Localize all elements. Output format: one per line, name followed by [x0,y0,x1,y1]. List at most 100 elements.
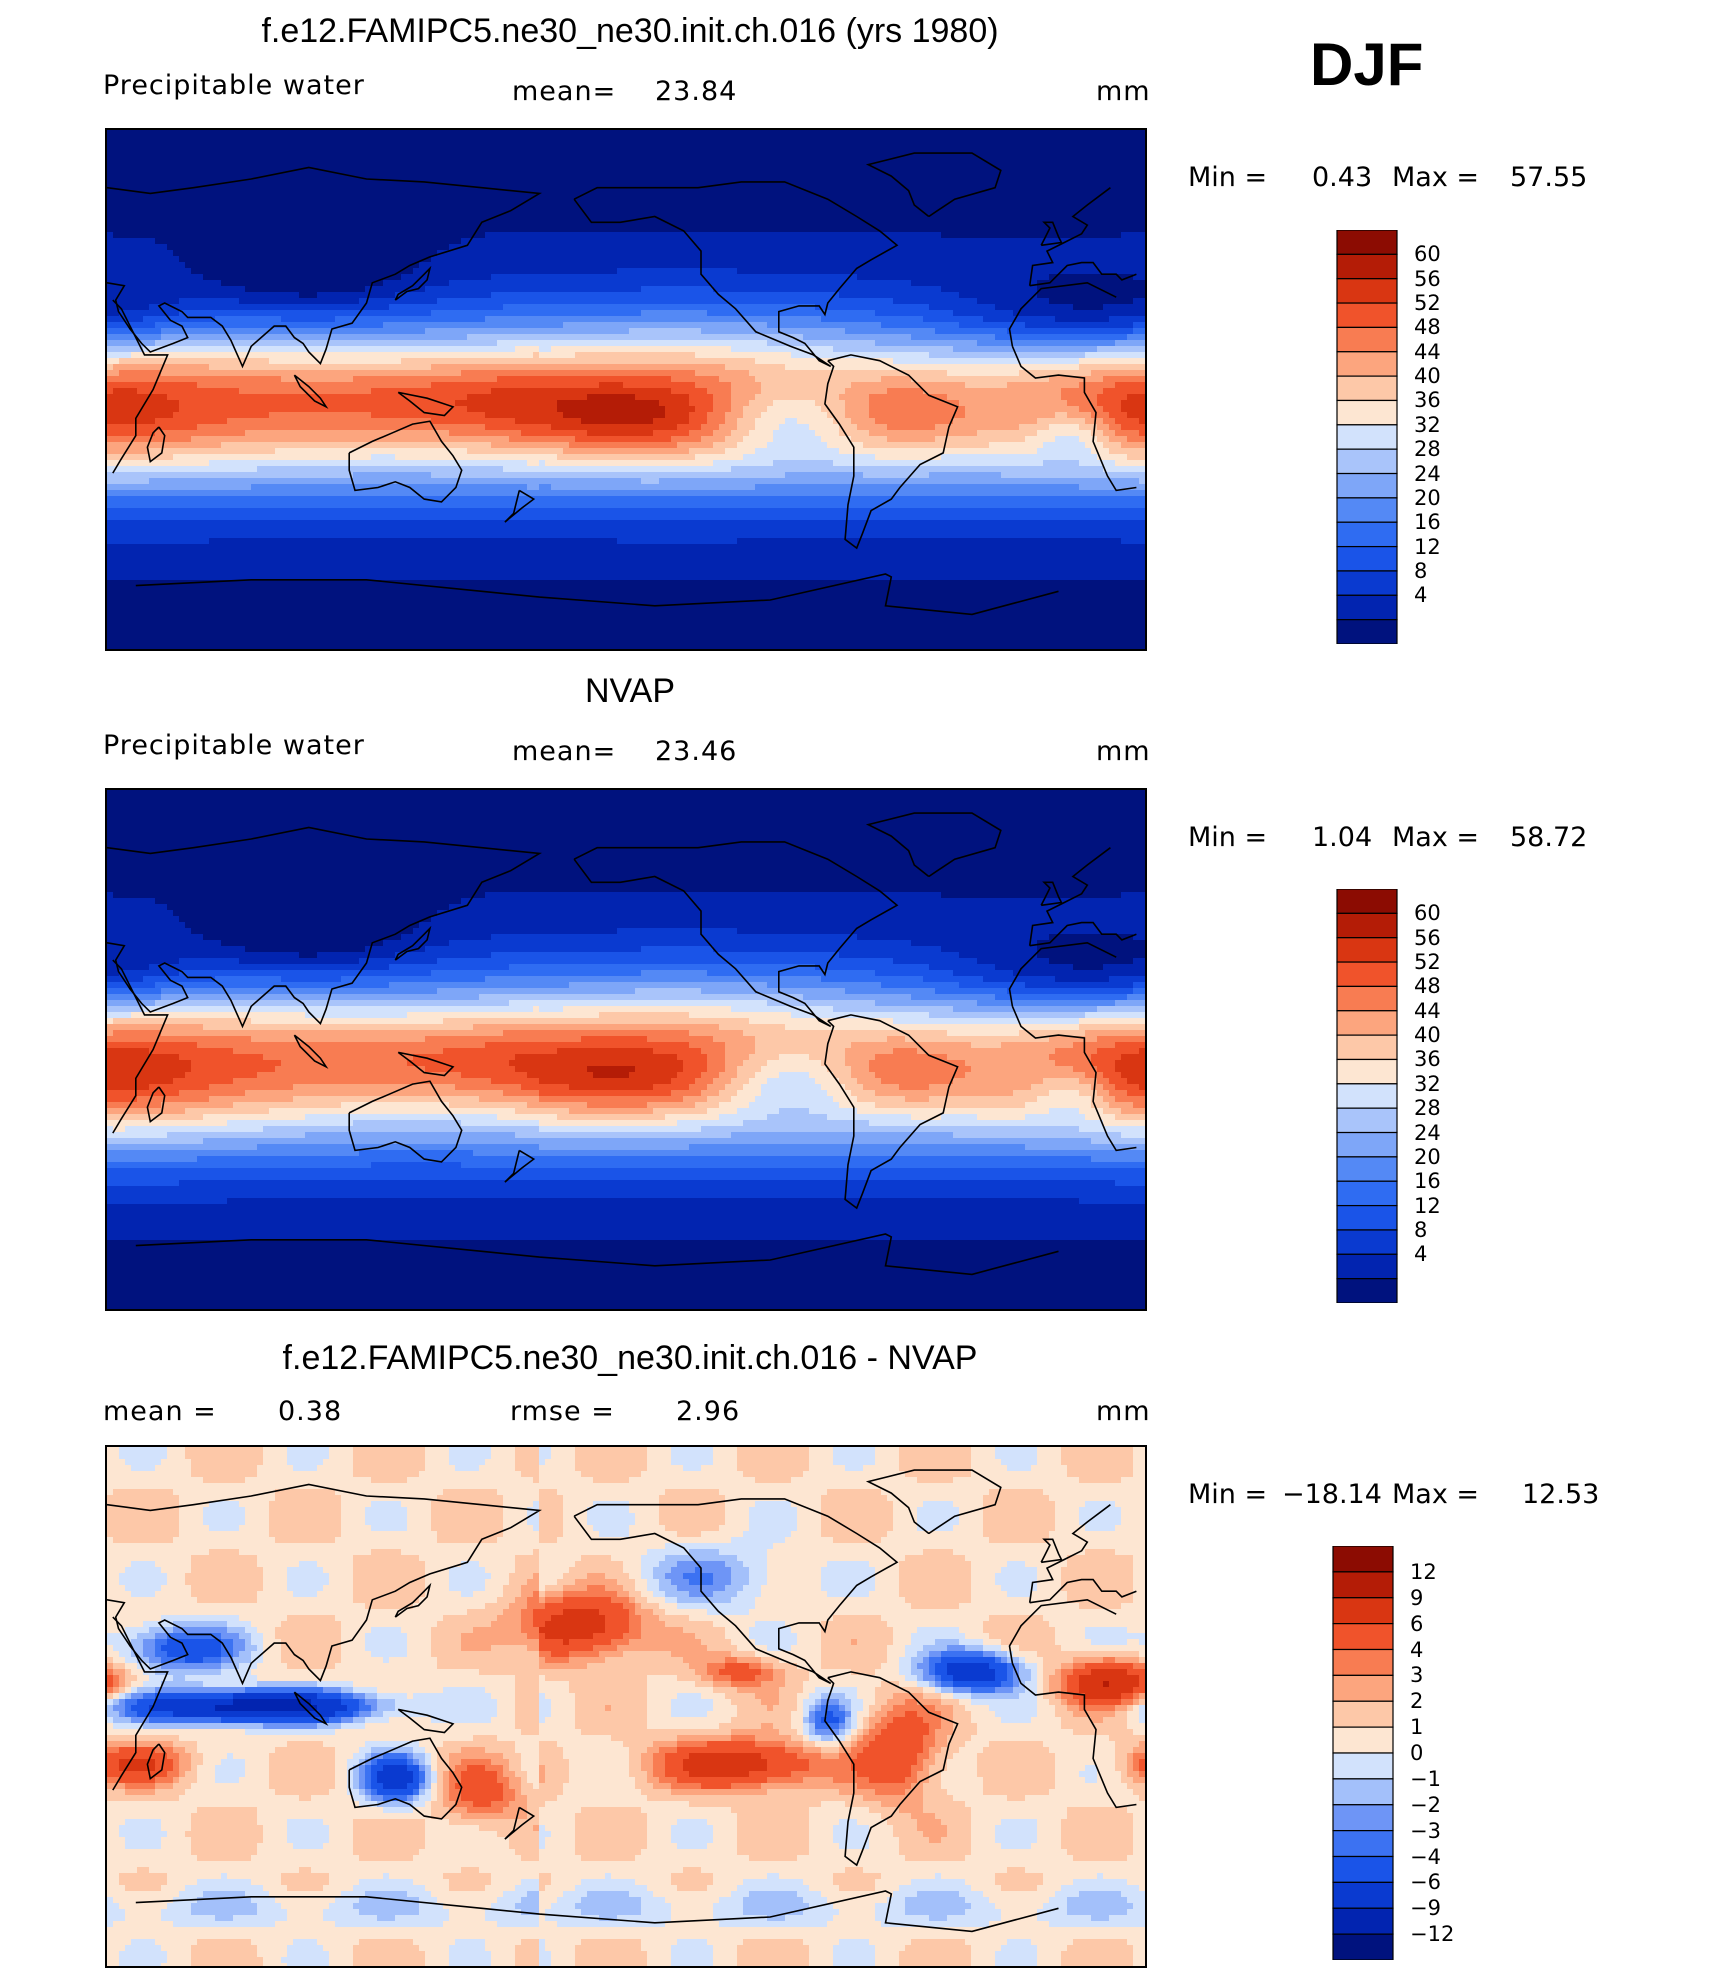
contour-cell [821,1699,840,1706]
contour-cell [1049,1036,1098,1043]
contour-cell [887,1897,906,1904]
contour-cell [365,1507,408,1514]
contour-cell [659,1495,726,1502]
contour-cell [719,1549,768,1556]
contour-cell [767,322,882,329]
contour-cell [341,1525,372,1532]
contour-cell [107,376,282,383]
contour-cell [569,1108,654,1115]
contour-cell [545,1915,600,1922]
contour-cell [803,1723,810,1730]
contour-cell [113,388,138,395]
contour-cell [107,1000,156,1007]
colorbar-swatch [1332,1571,1394,1599]
contour-cell [515,1066,588,1073]
contour-cell [1073,1066,1098,1073]
contour-cell [653,1573,666,1580]
contour-cell [887,1651,906,1658]
contour-cell [983,1513,1056,1520]
contour-cell [467,334,804,341]
contour-cell [785,1675,810,1682]
contour-cell [353,1465,426,1472]
contour-cell [731,406,744,413]
contour-cell [977,1723,1062,1730]
contour-cell [785,1024,1080,1031]
contour-cell [485,1945,516,1952]
contour-cell [179,1795,300,1802]
contour-cell [317,1681,354,1688]
contour-cell [539,1501,564,1508]
contour-cell [911,1639,936,1646]
contour-cell [995,304,1074,311]
contour-cell [1067,1807,1128,1814]
contour-cell [1049,1621,1145,1628]
contour-cell [377,1801,414,1808]
contour-cell [1103,1072,1122,1079]
contour-cell [635,1603,642,1610]
contour-cell [563,1531,600,1538]
contour-cell [245,1477,372,1484]
contour-cell [731,1891,750,1898]
contour-cell [113,1705,126,1712]
contour-cell [647,1777,660,1784]
contour-cell [959,400,1068,407]
contour-cell [605,1615,630,1622]
contour-cell [539,1675,546,1682]
contour-cell [1055,1705,1068,1712]
contour-cell [641,1603,660,1610]
contour-cell [677,1597,732,1604]
contour-cell [809,1447,834,1454]
contour-cell [857,424,888,431]
contour-cell [125,1909,162,1916]
contour-cell [575,1447,648,1454]
contour-cell [1061,1585,1134,1592]
contour-cell [551,1711,576,1718]
contour-cell [107,1621,144,1628]
contour-cell [671,1447,714,1454]
contour-cell [773,436,822,443]
contour-cell [257,1843,294,1850]
panel3-mean-label: mean = [103,1396,217,1427]
contour-cell [671,1945,714,1952]
contour-cell [881,1717,894,1724]
contour-cell [365,286,426,293]
contour-cell [419,1741,444,1748]
contour-cell [935,1753,954,1760]
contour-cell [575,1819,648,1826]
contour-cell [473,1024,720,1031]
contour-cell [845,400,870,407]
contour-cell [107,1453,120,1460]
contour-cell [971,1579,996,1586]
contour-cell [671,1825,714,1832]
contour-cell [761,1723,774,1730]
contour-cell [491,1801,510,1808]
contour-cell [107,1651,120,1658]
contour-cell [911,334,996,341]
contour-cell [875,1957,900,1964]
contour-cell [887,1723,930,1730]
contour-cell [557,406,666,413]
contour-cell [167,904,450,911]
contour-cell [1061,388,1104,395]
contour-cell [233,1048,444,1055]
contour-cell [869,1825,894,1832]
contour-cell [977,958,1050,965]
contour-cell [725,1657,738,1664]
contour-cell [539,1717,546,1724]
contour-cell [665,1759,684,1766]
contour-cell [107,1513,180,1520]
contour-cell [371,1627,402,1634]
contour-cell [791,1717,804,1724]
contour-cell [107,532,1145,539]
contour-cell [263,1126,540,1133]
contour-cell [677,1819,708,1826]
contour-cell [221,1639,234,1646]
contour-cell [449,1783,456,1790]
contour-cell [893,1693,924,1700]
contour-cell [515,346,540,353]
contour-cell [545,1591,564,1598]
contour-cell [611,1873,672,1880]
contour-cell [545,1885,576,1892]
contour-cell [245,1519,270,1526]
contour-cell [107,316,144,323]
